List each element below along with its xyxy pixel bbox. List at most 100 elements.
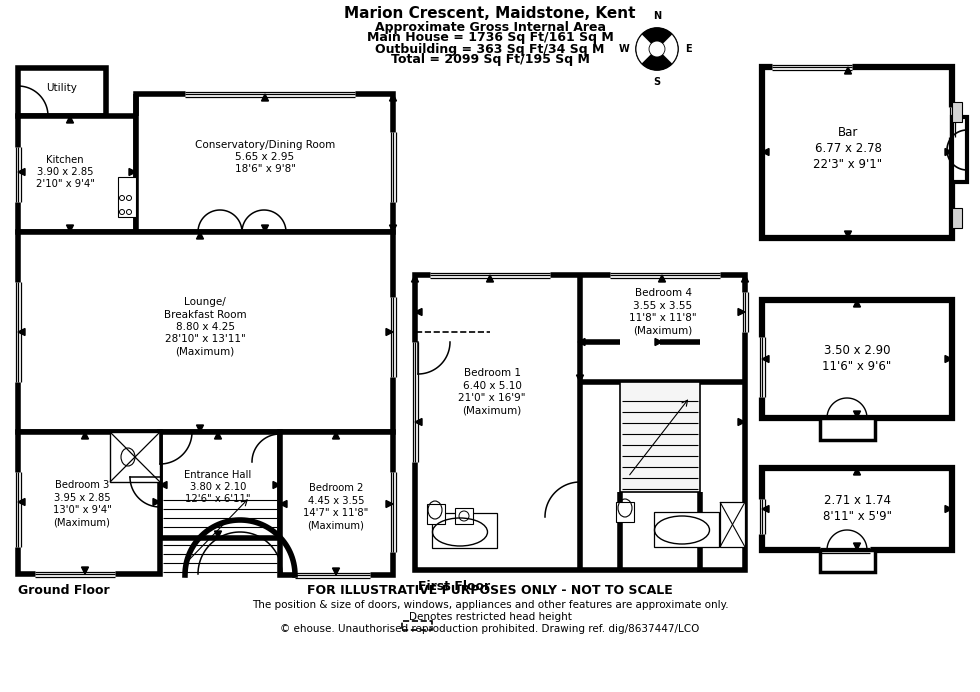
Text: 2.71 x 1.74
8'11" x 5'9": 2.71 x 1.74 8'11" x 5'9"	[822, 495, 892, 524]
FancyBboxPatch shape	[402, 621, 432, 630]
Bar	[280, 432, 393, 575]
Polygon shape	[129, 168, 136, 176]
Text: S: S	[654, 77, 661, 87]
Wedge shape	[636, 34, 657, 64]
Bar	[118, 177, 136, 217]
Polygon shape	[197, 232, 204, 239]
Bar	[455, 508, 473, 524]
Bar	[18, 432, 160, 574]
Polygon shape	[81, 432, 88, 439]
Text: Lounge/
Breakfast Room
8.80 x 4.25
28'10" x 13'11"
(Maximum): Lounge/ Breakfast Room 8.80 x 4.25 28'10…	[164, 297, 246, 357]
Text: W: W	[618, 44, 629, 54]
Polygon shape	[945, 149, 952, 156]
Polygon shape	[412, 275, 418, 282]
Bar	[820, 418, 875, 440]
Bar	[762, 67, 952, 238]
Polygon shape	[153, 498, 160, 505]
Polygon shape	[854, 411, 860, 418]
Polygon shape	[18, 498, 25, 505]
Polygon shape	[415, 309, 422, 316]
Bar	[762, 300, 952, 418]
Bar	[952, 208, 962, 228]
Polygon shape	[578, 338, 585, 345]
Polygon shape	[215, 432, 221, 439]
Polygon shape	[945, 505, 952, 513]
Text: Denotes restricted head height: Denotes restricted head height	[409, 612, 571, 622]
Text: E: E	[685, 44, 692, 54]
Polygon shape	[160, 482, 167, 489]
Polygon shape	[215, 531, 221, 538]
Circle shape	[649, 41, 665, 57]
Polygon shape	[659, 275, 665, 282]
Text: Outbuilding = 363 Sq Ft/34 Sq M: Outbuilding = 363 Sq Ft/34 Sq M	[375, 42, 605, 55]
Polygon shape	[67, 116, 74, 123]
Polygon shape	[854, 300, 860, 307]
Text: Bedroom 4
3.55 x 3.55
11'8" x 11'8"
(Maximum): Bedroom 4 3.55 x 3.55 11'8" x 11'8" (Max…	[629, 289, 697, 336]
Polygon shape	[389, 94, 397, 101]
Text: The position & size of doors, windows, appliances and other features are approxi: The position & size of doors, windows, a…	[252, 600, 728, 610]
Polygon shape	[762, 356, 769, 363]
Bar	[820, 550, 875, 572]
Text: Entrance Hall
3.80 x 2.10
12'6" x 6'11": Entrance Hall 3.80 x 2.10 12'6" x 6'11"	[184, 470, 252, 504]
Polygon shape	[845, 231, 852, 238]
Text: Approximate Gross Internal Area: Approximate Gross Internal Area	[374, 21, 606, 33]
Text: Utility: Utility	[47, 83, 77, 93]
Bar	[18, 116, 136, 232]
Polygon shape	[854, 543, 860, 550]
Bar	[952, 117, 967, 182]
Polygon shape	[67, 225, 74, 232]
Text: © ehouse. Unauthorised reproduction prohibited. Drawing ref. dig/8637447/LCO: © ehouse. Unauthorised reproduction proh…	[280, 624, 700, 634]
Text: First Floor: First Floor	[418, 580, 490, 593]
Polygon shape	[18, 168, 25, 176]
Bar	[616, 502, 634, 522]
Bar	[427, 504, 445, 524]
Polygon shape	[738, 309, 745, 316]
Text: 3.50 x 2.90
11'6" x 9'6": 3.50 x 2.90 11'6" x 9'6"	[822, 345, 892, 374]
Bar	[415, 275, 745, 570]
Wedge shape	[642, 49, 672, 70]
Polygon shape	[415, 419, 422, 426]
Polygon shape	[18, 329, 25, 336]
Polygon shape	[386, 329, 393, 336]
Polygon shape	[386, 500, 393, 507]
Text: N: N	[653, 11, 662, 21]
Polygon shape	[332, 568, 339, 575]
Text: Conservatory/Dining Room
5.65 x 2.95
18'6" x 9'8": Conservatory/Dining Room 5.65 x 2.95 18'…	[195, 140, 335, 174]
Polygon shape	[262, 225, 269, 232]
Polygon shape	[762, 505, 769, 513]
Polygon shape	[389, 225, 397, 232]
Polygon shape	[945, 356, 952, 363]
Polygon shape	[655, 338, 662, 345]
Bar	[110, 432, 160, 482]
Polygon shape	[845, 67, 852, 74]
Bar	[620, 382, 700, 492]
Text: Ground Floor: Ground Floor	[18, 584, 110, 597]
Polygon shape	[273, 482, 280, 489]
Text: Kitchen
3.90 x 2.85
2'10" x 9'4": Kitchen 3.90 x 2.85 2'10" x 9'4"	[35, 154, 94, 190]
Bar	[160, 432, 280, 538]
Bar	[432, 513, 497, 548]
Polygon shape	[738, 419, 745, 426]
Bar	[720, 502, 745, 547]
Text: Marion Crescent, Maidstone, Kent: Marion Crescent, Maidstone, Kent	[344, 6, 636, 21]
Polygon shape	[197, 425, 204, 432]
Polygon shape	[486, 275, 494, 282]
Text: Total = 2099 Sq Ft/195 Sq M: Total = 2099 Sq Ft/195 Sq M	[391, 53, 589, 66]
Wedge shape	[642, 28, 672, 49]
Polygon shape	[742, 275, 749, 282]
Bar	[762, 468, 952, 550]
Text: Main House = 1736 Sq Ft/161 Sq M: Main House = 1736 Sq Ft/161 Sq M	[367, 32, 613, 44]
Text: Bedroom 2
4.45 x 3.55
14'7" x 11'8"
(Maximum): Bedroom 2 4.45 x 3.55 14'7" x 11'8" (Max…	[304, 484, 368, 531]
Bar	[18, 68, 106, 116]
Text: FOR ILLUSTRATIVE PURPOSES ONLY - NOT TO SCALE: FOR ILLUSTRATIVE PURPOSES ONLY - NOT TO …	[307, 584, 673, 597]
Polygon shape	[762, 149, 769, 156]
Polygon shape	[854, 468, 860, 475]
Wedge shape	[657, 34, 678, 64]
Polygon shape	[262, 94, 269, 101]
Bar	[654, 512, 719, 547]
Polygon shape	[576, 375, 583, 382]
Text: Bar
6.77 x 2.78
22'3" x 9'1": Bar 6.77 x 2.78 22'3" x 9'1"	[813, 125, 883, 170]
Bar	[952, 102, 962, 122]
Bar	[18, 232, 393, 432]
Polygon shape	[280, 500, 287, 507]
